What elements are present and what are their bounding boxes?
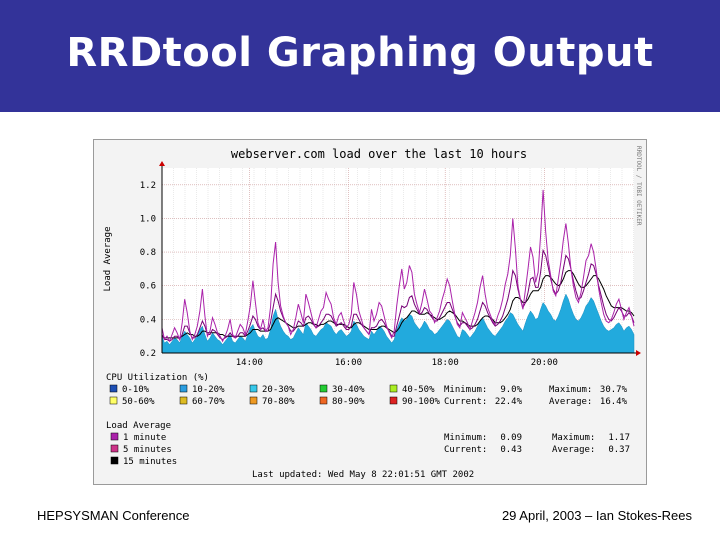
x-tick-label: 16:00 bbox=[335, 358, 362, 368]
cpu-band-label: 90-100% bbox=[402, 397, 441, 407]
y-axis-arrow bbox=[159, 161, 165, 166]
y-tick-label: 0.2 bbox=[140, 349, 156, 359]
x-tick-label: 18:00 bbox=[432, 358, 459, 368]
cpu-band-swatch bbox=[319, 384, 328, 393]
load-swatch bbox=[110, 444, 119, 453]
load-stat-value: 1.17 bbox=[608, 433, 630, 443]
cpu-stat-label: Maximum: bbox=[549, 385, 592, 395]
cpu-band-swatch bbox=[179, 384, 188, 393]
cpu-band-label: 20-30% bbox=[262, 385, 295, 395]
load-stat-label: Current: bbox=[444, 445, 487, 455]
load-chart: webserver.com load over the last 10 hour… bbox=[103, 146, 642, 480]
y-tick-label: 0.4 bbox=[140, 315, 156, 325]
cpu-stat-value: 16.4% bbox=[600, 397, 628, 407]
cpu-band-swatch bbox=[389, 384, 398, 393]
rrd-graph: webserver.com load over the last 10 hour… bbox=[93, 139, 647, 485]
cpu-band-label: 60-70% bbox=[192, 397, 225, 407]
footer-conference: HEPSYSMAN Conference bbox=[37, 508, 190, 523]
cpu-stat-value: 22.4% bbox=[495, 397, 523, 407]
rrdtool-watermark: RRDTOOL / TOBI OETIKER bbox=[635, 146, 642, 226]
load-item-label: 15 minutes bbox=[123, 457, 177, 467]
load-stat-value: 0.37 bbox=[608, 445, 630, 455]
cpu-stat-label: Current: bbox=[444, 397, 487, 407]
cpu-stat-label: Minimum: bbox=[444, 385, 487, 395]
load-stat-label: Average: bbox=[552, 445, 595, 455]
cpu-band-swatch bbox=[249, 384, 258, 393]
x-axis-arrow bbox=[636, 350, 641, 356]
slide-title-bar: RRDtool Graphing Output bbox=[0, 0, 720, 112]
x-tick-label: 20:00 bbox=[531, 358, 558, 368]
cpu-band-swatch bbox=[109, 396, 118, 405]
load-line-1-minute bbox=[161, 189, 635, 343]
chart-title: webserver.com load over the last 10 hour… bbox=[231, 147, 527, 161]
load-swatch bbox=[110, 456, 119, 465]
cpu-band-swatch bbox=[389, 396, 398, 405]
cpu-band-label: 40-50% bbox=[402, 385, 435, 395]
cpu-band-label: 50-60% bbox=[122, 397, 155, 407]
cpu-band-label: 10-20% bbox=[192, 385, 225, 395]
y-tick-label: 1.2 bbox=[140, 181, 156, 191]
load-legend-header: Load Average bbox=[106, 421, 171, 431]
y-tick-label: 1.0 bbox=[140, 214, 156, 224]
cpu-band-label: 30-40% bbox=[332, 385, 365, 395]
x-tick-label: 14:00 bbox=[236, 358, 263, 368]
cpu-band-label: 80-90% bbox=[332, 397, 365, 407]
load-item-label: 1 minute bbox=[123, 433, 166, 443]
cpu-stat-label: Average: bbox=[549, 397, 592, 407]
cpu-stat-value: 9.0% bbox=[500, 385, 522, 395]
load-stat-value: 0.43 bbox=[500, 445, 522, 455]
y-tick-label: 0.6 bbox=[140, 282, 156, 292]
cpu-band-swatch bbox=[179, 396, 188, 405]
cpu-band-label: 0-10% bbox=[122, 385, 150, 395]
cpu-utilization-area bbox=[161, 293, 635, 354]
load-stat-value: 0.09 bbox=[500, 433, 522, 443]
cpu-band-swatch bbox=[109, 384, 118, 393]
footer-date-author: 29 April, 2003 – Ian Stokes-Rees bbox=[501, 508, 692, 523]
load-swatch bbox=[110, 432, 119, 441]
y-tick-label: 0.8 bbox=[140, 248, 156, 258]
load-stat-label: Maximum: bbox=[552, 433, 595, 443]
y-axis-label: Load Average bbox=[103, 226, 113, 291]
slide-title: RRDtool Graphing Output bbox=[66, 30, 654, 76]
load-item-label: 5 minutes bbox=[123, 445, 172, 455]
load-line-5-minutes bbox=[161, 248, 635, 342]
cpu-band-label: 70-80% bbox=[262, 397, 295, 407]
cpu-legend-header: CPU Utilization (%) bbox=[106, 373, 209, 383]
load-stat-label: Minimum: bbox=[444, 433, 487, 443]
cpu-stat-value: 30.7% bbox=[600, 385, 628, 395]
load-line-15-minutes bbox=[161, 270, 635, 339]
cpu-band-swatch bbox=[319, 396, 328, 405]
cpu-band-swatch bbox=[249, 396, 258, 405]
last-updated: Last updated: Wed May 8 22:01:51 GMT 200… bbox=[252, 470, 474, 480]
